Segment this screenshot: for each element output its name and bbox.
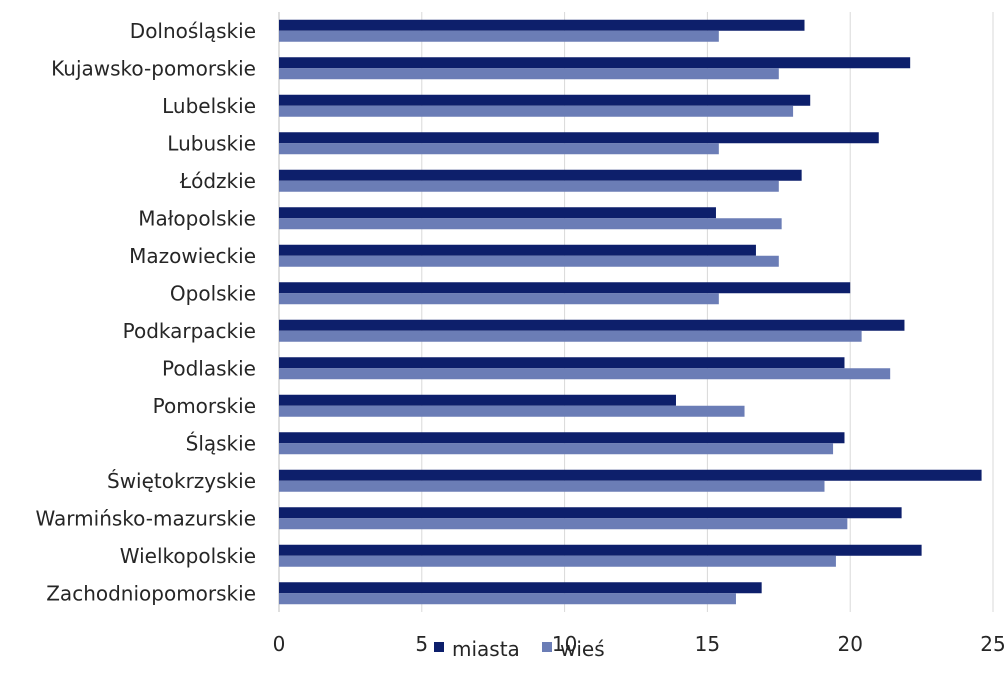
category-label-15: Zachodniopomorskie (46, 581, 256, 605)
legend: miasta wieś (434, 637, 605, 661)
x-tick-label-10: 10 (552, 632, 577, 656)
bar-miasta-8 (279, 319, 905, 331)
bar-wies-15 (279, 593, 736, 605)
x-tick-label-5: 5 (415, 632, 428, 656)
category-label-13: Warmińsko-mazurskie (36, 506, 256, 530)
bar-miasta-12 (279, 469, 982, 481)
bar-miasta-3 (279, 132, 879, 144)
category-label-7: Opolskie (170, 281, 256, 305)
x-tick-label-15: 15 (695, 632, 720, 656)
bar-wies-11 (279, 443, 834, 455)
category-label-6: Mazowieckie (129, 244, 256, 268)
x-tick-label-20: 20 (837, 632, 862, 656)
bar-miasta-13 (279, 507, 902, 519)
x-axis-ticks: 0 5 10 15 20 25 (273, 632, 1006, 656)
bar-wies-8 (279, 330, 862, 342)
bar-miasta-1 (279, 57, 911, 69)
bar-miasta-4 (279, 169, 802, 181)
bar-miasta-15 (279, 582, 762, 594)
bar-miasta-11 (279, 432, 845, 444)
bar-wies-9 (279, 368, 891, 380)
bar-wies-0 (279, 30, 719, 42)
bars-layer (279, 19, 982, 605)
bar-wies-7 (279, 293, 719, 305)
bar-miasta-14 (279, 544, 922, 556)
legend-label-miasta: miasta (452, 637, 520, 661)
category-label-9: Podlaskie (162, 356, 256, 380)
bar-wies-4 (279, 180, 779, 192)
bar-wies-5 (279, 218, 782, 230)
legend-label-wies: wieś (560, 637, 605, 661)
category-label-11: Śląskie (186, 431, 256, 455)
x-tick-label-25: 25 (980, 632, 1005, 656)
bar-miasta-10 (279, 394, 676, 406)
category-label-10: Pomorskie (153, 394, 256, 418)
category-label-0: Dolnośląskie (130, 19, 256, 43)
legend-swatch-miasta (434, 642, 444, 652)
legend-swatch-wies (542, 642, 552, 652)
category-labels: Dolnośląskie Kujawsko-pomorskie Lubelskie L… (36, 19, 256, 606)
category-label-14: Wielkopolskie (120, 544, 256, 568)
bar-miasta-7 (279, 282, 851, 294)
bar-wies-3 (279, 143, 719, 155)
x-tick-label-0: 0 (273, 632, 286, 656)
bar-miasta-2 (279, 94, 811, 106)
category-label-1: Kujawsko-pomorskie (51, 56, 256, 80)
bar-miasta-0 (279, 19, 805, 31)
bar-wies-10 (279, 405, 745, 417)
category-label-2: Lubelskie (162, 94, 256, 118)
bar-miasta-5 (279, 207, 716, 219)
bar-wies-2 (279, 105, 794, 117)
category-label-3: Lubuskie (167, 131, 256, 155)
bar-wies-6 (279, 255, 779, 267)
bar-wies-13 (279, 518, 848, 530)
bar-wies-12 (279, 480, 825, 492)
category-label-12: Świętokrzyskie (107, 469, 256, 493)
bar-miasta-9 (279, 357, 845, 369)
category-label-8: Podkarpackie (123, 319, 256, 343)
bar-wies-1 (279, 68, 779, 80)
bar-miasta-6 (279, 244, 756, 256)
category-label-4: Łódzkie (179, 169, 256, 193)
category-label-5: Małopolskie (138, 206, 256, 230)
bar-wies-14 (279, 555, 836, 567)
